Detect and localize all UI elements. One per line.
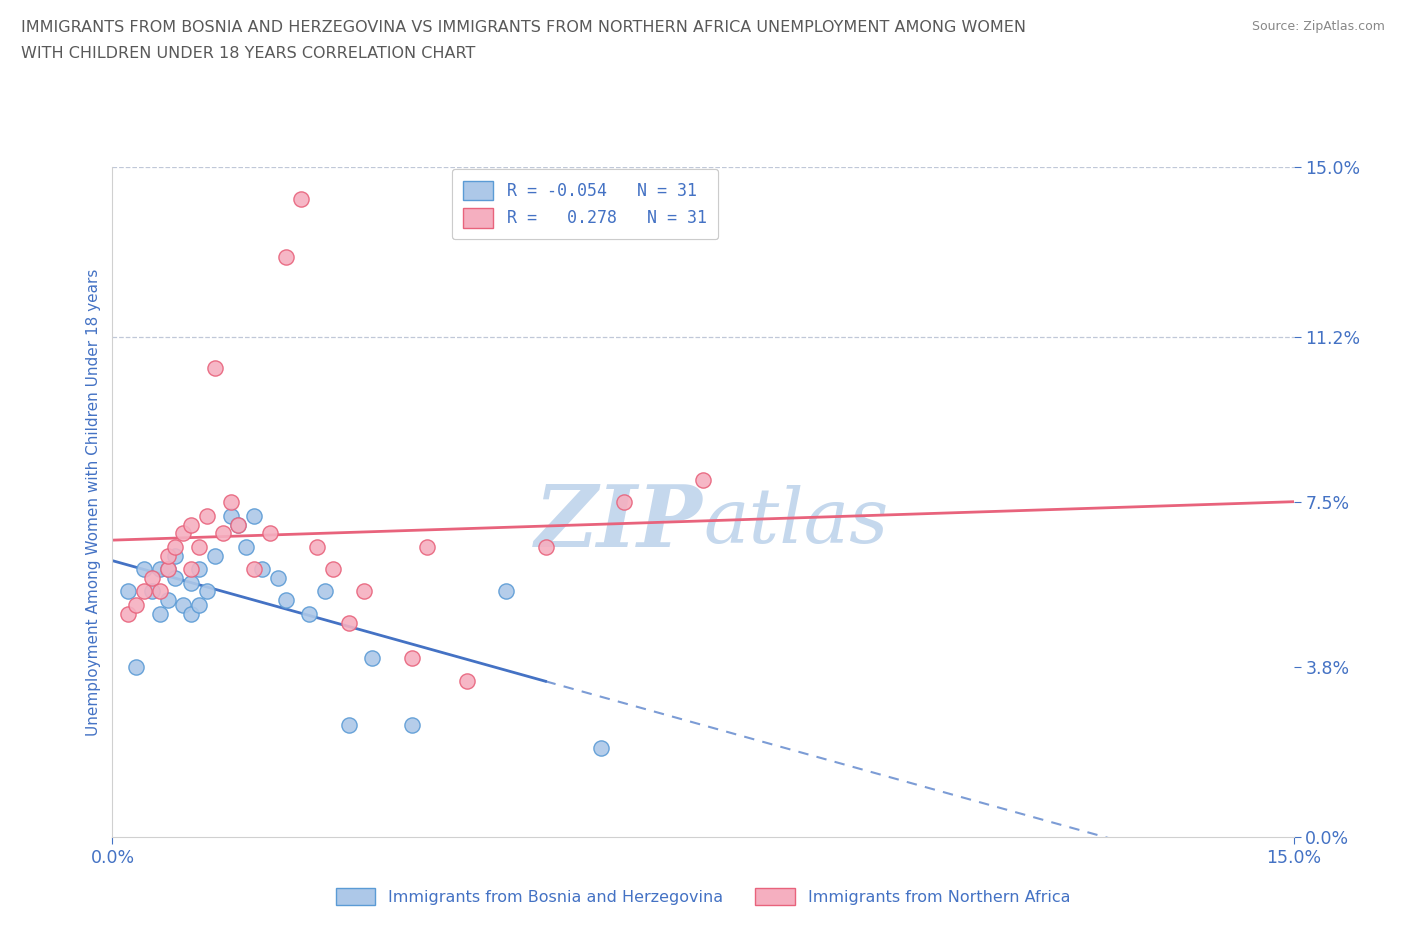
Point xyxy=(219,508,242,523)
Point xyxy=(188,597,211,612)
Point xyxy=(188,562,211,577)
Point xyxy=(692,472,714,487)
Point xyxy=(165,549,187,564)
Point xyxy=(117,606,139,621)
Text: IMMIGRANTS FROM BOSNIA AND HERZEGOVINA VS IMMIGRANTS FROM NORTHERN AFRICA UNEMPL: IMMIGRANTS FROM BOSNIA AND HERZEGOVINA V… xyxy=(21,20,1026,35)
Point xyxy=(156,593,179,608)
Point xyxy=(298,606,321,621)
Point xyxy=(274,593,297,608)
Point xyxy=(156,562,179,577)
Point xyxy=(613,495,636,510)
Point xyxy=(132,584,155,599)
Point xyxy=(401,651,423,666)
Point xyxy=(307,539,329,554)
Point xyxy=(274,249,297,264)
Point xyxy=(314,584,336,599)
Point xyxy=(211,526,233,541)
Legend: R = -0.054   N = 31, R =   0.278   N = 31: R = -0.054 N = 31, R = 0.278 N = 31 xyxy=(451,169,718,239)
Point xyxy=(228,517,250,532)
Point xyxy=(290,192,312,206)
Point xyxy=(165,571,187,586)
Point xyxy=(195,584,218,599)
Point xyxy=(156,549,179,564)
Point xyxy=(495,584,517,599)
Point xyxy=(172,526,194,541)
Point xyxy=(165,539,187,554)
Point xyxy=(353,584,375,599)
Text: Source: ZipAtlas.com: Source: ZipAtlas.com xyxy=(1251,20,1385,33)
Point xyxy=(250,562,273,577)
Point xyxy=(204,361,226,376)
Point xyxy=(228,517,250,532)
Point xyxy=(267,571,290,586)
Point xyxy=(149,606,172,621)
Point xyxy=(125,597,148,612)
Point xyxy=(132,562,155,577)
Point xyxy=(361,651,384,666)
Point xyxy=(195,508,218,523)
Point xyxy=(243,562,266,577)
Point xyxy=(243,508,266,523)
Point xyxy=(401,718,423,733)
Y-axis label: Unemployment Among Women with Children Under 18 years: Unemployment Among Women with Children U… xyxy=(86,269,101,736)
Point xyxy=(172,597,194,612)
Point xyxy=(219,495,242,510)
Point xyxy=(589,740,612,755)
Point xyxy=(188,539,211,554)
Point xyxy=(141,571,163,586)
Point xyxy=(235,539,257,554)
Text: WITH CHILDREN UNDER 18 YEARS CORRELATION CHART: WITH CHILDREN UNDER 18 YEARS CORRELATION… xyxy=(21,46,475,61)
Point xyxy=(259,526,281,541)
Point xyxy=(149,584,172,599)
Text: atlas: atlas xyxy=(703,485,889,559)
Point xyxy=(125,660,148,675)
Point xyxy=(180,575,202,590)
Point xyxy=(180,606,202,621)
Point xyxy=(117,584,139,599)
Point xyxy=(337,616,360,631)
Point xyxy=(322,562,344,577)
Point xyxy=(180,562,202,577)
Text: ZIP: ZIP xyxy=(536,481,703,564)
Point xyxy=(534,539,557,554)
Legend: Immigrants from Bosnia and Herzegovina, Immigrants from Northern Africa: Immigrants from Bosnia and Herzegovina, … xyxy=(328,880,1078,912)
Point xyxy=(416,539,439,554)
Point xyxy=(156,562,179,577)
Point xyxy=(180,517,202,532)
Point xyxy=(204,549,226,564)
Point xyxy=(456,673,478,688)
Point xyxy=(337,718,360,733)
Point xyxy=(141,584,163,599)
Point xyxy=(149,562,172,577)
